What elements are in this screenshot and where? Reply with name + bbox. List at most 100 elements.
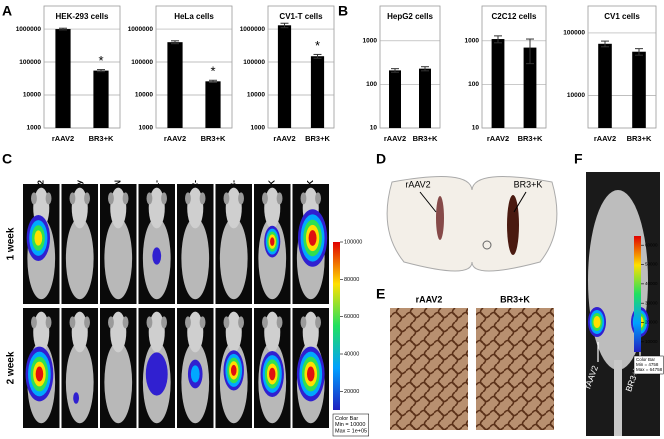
y-tick-label: 100000 — [131, 59, 153, 66]
y-tick-label: 1000000 — [128, 26, 154, 33]
color-bar-tick-label: 80000 — [344, 277, 359, 283]
color-bar-tick-label: 20000 — [344, 389, 359, 395]
y-tick-label: 100000 — [243, 59, 265, 66]
signal — [230, 364, 237, 376]
mouse-head — [33, 311, 50, 353]
color-bar-tick-label: 40000 — [645, 281, 658, 286]
bar — [632, 51, 646, 128]
mouse-ear — [146, 192, 153, 205]
y-tick-label: 1000 — [363, 38, 378, 45]
panel-label: B — [338, 3, 348, 19]
y-tick-label: 100000 — [19, 59, 41, 66]
mouse-ear — [223, 192, 230, 205]
signal — [34, 230, 43, 246]
color-bar-tick-label: 100000 — [344, 239, 362, 245]
signal — [269, 367, 276, 381]
panel-label: C — [2, 151, 12, 167]
mouse-ear — [31, 192, 37, 205]
bar — [598, 43, 612, 128]
mouse-ear — [69, 316, 76, 329]
bar — [55, 29, 71, 129]
mouse-body — [65, 217, 94, 300]
bar — [491, 39, 505, 128]
y-tick-label: 10000 — [247, 92, 265, 99]
error-bar — [526, 38, 534, 65]
row-label: 2 week — [6, 351, 17, 384]
row-label: 1 week — [6, 227, 17, 260]
color-bar-tick-label: 50000 — [645, 262, 658, 267]
panel-e-label: BR3+K — [500, 294, 530, 304]
mouse-head — [71, 187, 88, 229]
panel-e-label: rAAV2 — [416, 294, 443, 304]
color-bar-caption: Color Bar — [335, 416, 358, 422]
color-bar-tick-label: 20000 — [645, 320, 658, 325]
mouse-ear — [199, 316, 206, 329]
error-bar — [421, 66, 429, 72]
mouse-ear — [69, 192, 76, 205]
mouse-ear — [122, 316, 129, 329]
signal — [270, 237, 275, 246]
bar — [93, 70, 109, 128]
mouse-ear — [108, 192, 114, 205]
brain-section — [386, 176, 558, 272]
mouse-ear — [31, 316, 37, 329]
y-tick-label: 1000 — [251, 125, 266, 132]
mouse-head — [225, 311, 242, 353]
chart-title: HeLa cells — [174, 12, 214, 21]
mouse-ear — [84, 316, 90, 329]
panel-d-label: rAAV2 — [405, 179, 430, 189]
chart-title: CV1-T cells — [279, 12, 323, 21]
chart-title: HepG2 cells — [387, 12, 433, 21]
color-bar — [333, 242, 340, 410]
color-bar-tick-label: 40000 — [344, 351, 359, 357]
x-tick-label: BR3+K — [627, 134, 652, 143]
mouse-ear — [276, 192, 283, 205]
mouse-ear — [223, 316, 230, 329]
error-bar — [635, 48, 643, 56]
mouse-ear — [300, 316, 307, 329]
color-bar-caption: Max = 64758 — [636, 367, 663, 372]
color-bar-caption-box — [633, 355, 664, 375]
panel-label: A — [2, 3, 12, 19]
mouse-ear — [122, 192, 129, 205]
mouse-body — [219, 217, 248, 300]
y-tick-label: 10000 — [567, 92, 585, 99]
error-bar — [601, 40, 609, 48]
mouse-head — [225, 187, 242, 229]
mouse-ear — [161, 192, 167, 205]
error-bar — [171, 40, 179, 45]
mouse-ear — [84, 192, 90, 205]
bar — [523, 47, 537, 128]
y-tick-label: 1000 — [139, 125, 154, 132]
mouse-ear — [262, 316, 268, 329]
x-tick-label: BR3+K — [201, 134, 226, 143]
bar — [205, 81, 221, 128]
mouse-head — [110, 187, 127, 229]
y-tick-label: 1000000 — [240, 26, 266, 33]
landmark — [482, 240, 492, 250]
bar — [167, 42, 183, 129]
mouse-body — [65, 341, 94, 424]
mouse-body — [181, 217, 210, 300]
histology-image — [390, 308, 468, 430]
color-bar-tick-label: 60000 — [645, 242, 658, 247]
mouse-ear — [315, 316, 321, 329]
y-tick-label: 10000 — [135, 92, 153, 99]
y-tick-label: 100 — [366, 81, 377, 88]
mouse-ear — [45, 316, 52, 329]
color-bar-caption: Color Bar — [636, 357, 656, 362]
mouse-ear — [199, 192, 206, 205]
mouse-head — [302, 311, 319, 353]
x-tick-label: rAAV2 — [52, 134, 74, 143]
color-bar — [634, 236, 641, 352]
mouse-head — [110, 311, 127, 353]
mouse-head — [148, 311, 165, 353]
mouse-body — [104, 341, 133, 424]
x-tick-label: BR3+K — [305, 134, 330, 143]
mouse-tail — [614, 360, 622, 436]
x-tick-label: rAAV2 — [164, 134, 186, 143]
mouse-ear — [238, 192, 244, 205]
color-bar-caption-box — [332, 413, 369, 437]
stain — [436, 196, 444, 240]
